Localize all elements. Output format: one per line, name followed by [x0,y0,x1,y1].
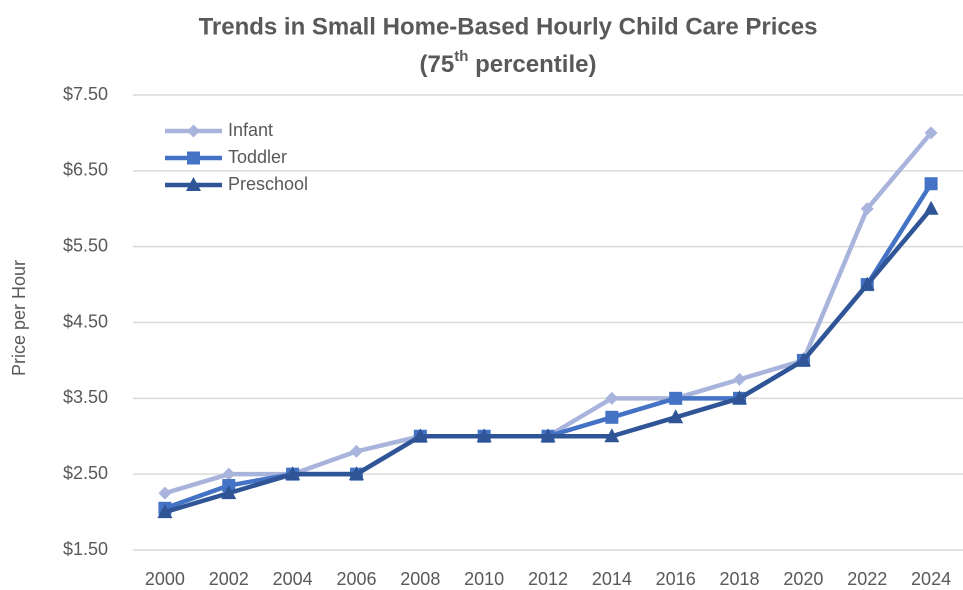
y-tick-label: $6.50 [63,160,108,180]
point [349,444,363,458]
point [605,410,619,424]
subtitle-text: (75 [420,51,455,78]
point [924,126,938,140]
point [348,466,364,481]
chart-subtitle: (75th percentile) [420,48,597,78]
point [222,467,236,481]
series-line [164,207,933,515]
point [221,485,237,500]
point [605,391,619,405]
x-tick-label: 2004 [273,569,313,589]
point [669,391,683,405]
x-tick-label: 2016 [656,569,696,589]
point [860,202,874,216]
x-tick-label: 2008 [400,569,440,589]
x-tick-label: 2018 [720,569,760,589]
y-axis-label: Price per Hour [9,260,29,376]
chart-title: Trends in Small Home-Based Hourly Child … [199,13,818,40]
point [157,504,173,519]
point [476,428,492,443]
point [668,409,684,424]
y-tick-label: $3.50 [63,387,108,407]
point [733,372,747,386]
point [604,428,620,443]
y-tick-label: $5.50 [63,235,108,255]
point [795,352,811,367]
x-tick-label: 2014 [592,569,632,589]
point [412,428,428,443]
legend-label: Infant [228,120,273,140]
legend-label: Preschool [228,174,308,194]
x-tick-label: 2012 [528,569,568,589]
x-tick-label: 2022 [847,569,887,589]
point [540,428,556,443]
x-tick-label: 2006 [336,569,376,589]
point [924,177,938,191]
subtitle-superscript: th [454,48,468,65]
x-tick-label: 2024 [911,569,951,589]
x-tick-label: 2010 [464,569,504,589]
y-tick-label: $4.50 [63,311,108,331]
y-tick-label: $7.50 [63,84,108,104]
legend-marker [187,151,200,165]
x-tick-label: 2002 [209,569,249,589]
legend-marker [186,177,201,191]
subtitle-text: percentile) [468,51,596,78]
point [923,200,939,215]
x-tick-label: 2020 [783,569,823,589]
y-tick-label: $2.50 [63,463,108,483]
point [158,486,172,500]
legend-label: Toddler [228,147,287,167]
point [285,466,301,481]
point [732,390,748,405]
legend-marker [187,124,200,138]
point [859,276,875,291]
y-tick-label: $1.50 [63,539,108,559]
x-tick-label: 2000 [145,569,185,589]
